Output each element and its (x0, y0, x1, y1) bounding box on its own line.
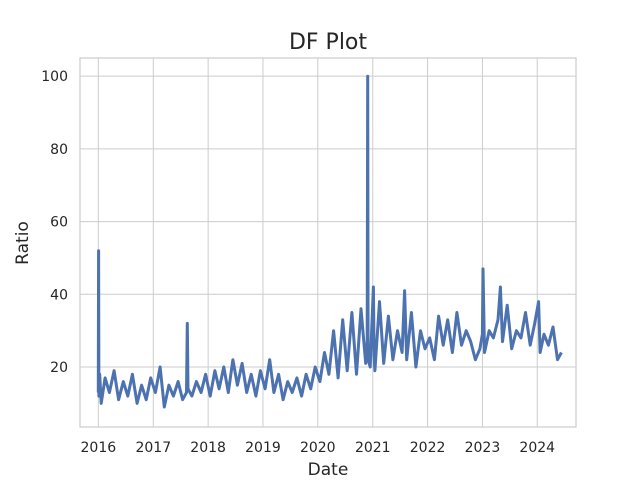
y-tick-labels: 20 40 60 80 100 (41, 69, 68, 376)
x-tick-label: 2018 (190, 440, 226, 456)
x-tick-label: 2024 (519, 440, 555, 456)
x-tick-label: 2019 (245, 440, 281, 456)
y-tick-label: 100 (41, 69, 68, 85)
x-tick-label: 2023 (465, 440, 501, 456)
ratio-series-line (96, 74, 563, 409)
plot-frame (79, 57, 577, 428)
y-tick-label: 40 (50, 287, 68, 303)
y-tick-label: 60 (50, 215, 68, 231)
y-tick-label: 80 (50, 142, 68, 158)
x-tick-labels: 2016 2017 2018 2019 2020 2021 2022 2023 2024 (81, 440, 556, 456)
x-tick-label: 2017 (135, 440, 171, 456)
x-tick-label: 2020 (300, 440, 336, 456)
x-axis-label: Date (308, 460, 349, 480)
series-layer (96, 74, 563, 409)
x-tick-label: 2021 (355, 440, 391, 456)
y-axis-label: Ratio (13, 221, 33, 265)
x-tick-label: 2022 (410, 440, 446, 456)
chart-title: DF Plot (289, 30, 367, 55)
x-tick-label: 2016 (81, 440, 117, 456)
y-tick-label: 20 (50, 360, 68, 376)
